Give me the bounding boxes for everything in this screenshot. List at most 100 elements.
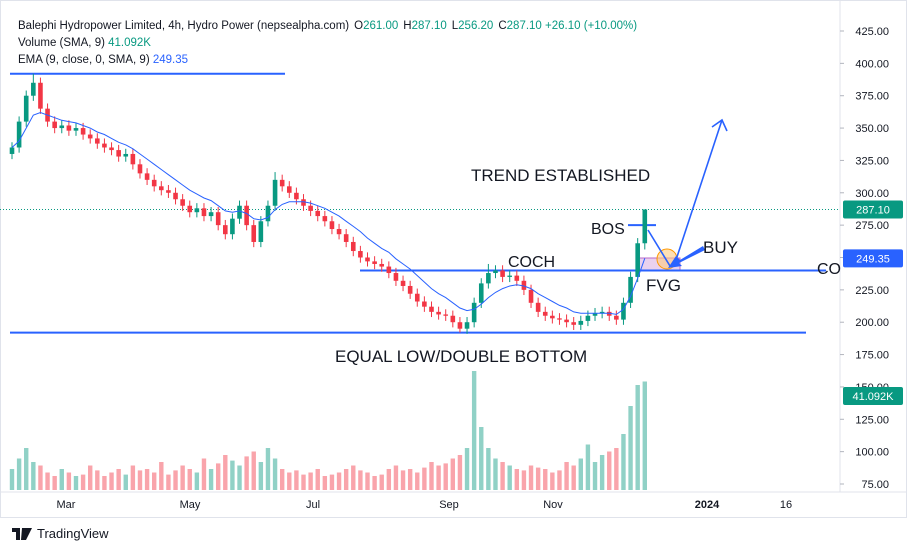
candle-body [365, 257, 370, 262]
candle-body [144, 173, 150, 180]
candle-body [223, 225, 228, 235]
candle-body [414, 293, 420, 302]
candle-body [599, 311, 605, 314]
candle-body [151, 179, 157, 187]
y-tick-label: 275.00 [855, 220, 889, 232]
candle-body [73, 128, 79, 131]
candle-body [521, 280, 527, 290]
candle-body [215, 212, 221, 226]
candle-body [471, 302, 477, 323]
y-tick-label: 325.00 [855, 155, 889, 167]
annotation: BUY [703, 238, 738, 257]
candle-body [571, 322, 576, 325]
arrows [647, 118, 728, 267]
candle-body [322, 216, 328, 222]
candle-body [535, 302, 541, 312]
ohlc-value: 287.10 [411, 20, 447, 32]
y-tick-label: 75.00 [861, 479, 889, 491]
candle-body [400, 280, 406, 286]
candle-body [450, 315, 456, 323]
volume-bar [265, 448, 271, 490]
volume-bar [535, 467, 541, 490]
legend: Balephi Hydropower Limited, 4h, Hydro Po… [18, 18, 637, 69]
volume-bar [557, 470, 562, 490]
candle-body [606, 311, 612, 316]
candle-body [251, 225, 257, 242]
candle-body [23, 95, 29, 122]
candle-body [336, 229, 342, 235]
volume-bar [365, 472, 370, 490]
y-tick-label: 100.00 [855, 447, 889, 459]
volume-bar [628, 406, 633, 490]
volume-bar [642, 381, 647, 490]
y-tick-label: 425.00 [855, 26, 889, 38]
volume-bar [38, 465, 43, 490]
volume-bar [166, 474, 171, 490]
volume-bar [400, 470, 406, 490]
volume-bar [272, 458, 278, 490]
candle-body [542, 311, 548, 316]
candle-body [116, 150, 121, 157]
y-tick-label: 200.00 [855, 317, 889, 329]
volume-bar [251, 451, 256, 490]
candle-body [301, 199, 306, 206]
candle-body [187, 205, 193, 213]
volume-title: Volume (SMA, 9) [18, 37, 105, 49]
candle-body [294, 192, 299, 200]
volume-bar [592, 462, 598, 490]
volume-bar [308, 472, 313, 490]
candle-body [173, 192, 178, 200]
volume-sma: 41.092K [108, 37, 151, 49]
symbol-title: Balephi Hydropower Limited, 4h, Hydro Po… [18, 20, 350, 32]
candle-body [592, 313, 598, 316]
volume-bar [88, 465, 93, 490]
candle-body [137, 164, 143, 174]
volume-bar [130, 465, 136, 490]
volume-bar [45, 472, 50, 490]
x-tick-label: 2024 [695, 499, 720, 511]
candle-body [358, 251, 363, 258]
volume-bar [464, 448, 470, 490]
candle-body [201, 208, 207, 217]
volume-bar [244, 456, 249, 490]
volume-bar [379, 474, 384, 490]
annotation: EQUAL LOW/DOUBLE BOTTOM [335, 347, 587, 366]
volume-bar [223, 455, 228, 490]
candle-body [436, 311, 441, 315]
volume-bar [514, 469, 520, 490]
volume-bar [336, 472, 342, 490]
x-tick-label: Jul [306, 499, 320, 511]
volume-bar [123, 474, 128, 490]
annotation: TREND ESTABLISHED [471, 166, 650, 185]
volume-bar [450, 458, 456, 490]
candle-body [464, 322, 470, 329]
candle-body [272, 179, 278, 206]
volume-bar [194, 472, 200, 490]
candle-body [578, 320, 584, 325]
volume-bar [9, 469, 15, 490]
volume-bar [443, 463, 448, 490]
candle-body [59, 125, 65, 129]
candle-body [244, 205, 249, 226]
candle-body [478, 283, 484, 303]
volume-bar [372, 476, 377, 490]
volume-bar [614, 448, 619, 490]
candle-body [123, 153, 129, 157]
volume-bar [599, 455, 605, 490]
volume-bar [116, 469, 121, 490]
candle-body [350, 241, 356, 252]
candle-body [500, 270, 505, 277]
volume-bar [621, 434, 626, 490]
candle-body [614, 315, 619, 320]
annotation: FVG [646, 276, 681, 295]
candle-body [109, 147, 114, 151]
ohlc: O261.00 H287.10 L256.20 C287.10 [349, 20, 542, 32]
candle-body [642, 209, 648, 244]
candle-body [130, 153, 136, 165]
volume-bar [137, 470, 143, 490]
candle-body [258, 221, 264, 242]
candle-body [343, 234, 349, 242]
volume-bar [24, 448, 29, 490]
